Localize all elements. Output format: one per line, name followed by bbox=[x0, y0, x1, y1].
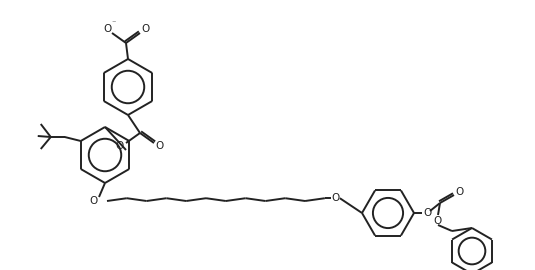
Text: O: O bbox=[90, 196, 98, 206]
Text: O: O bbox=[142, 24, 150, 34]
Text: O: O bbox=[332, 193, 340, 203]
Text: ⁻: ⁻ bbox=[112, 19, 116, 28]
Text: O: O bbox=[434, 216, 442, 226]
Text: O: O bbox=[423, 208, 431, 218]
Text: O: O bbox=[456, 187, 464, 197]
Text: O: O bbox=[156, 141, 164, 151]
Text: O: O bbox=[116, 141, 124, 151]
Text: O: O bbox=[103, 24, 111, 34]
